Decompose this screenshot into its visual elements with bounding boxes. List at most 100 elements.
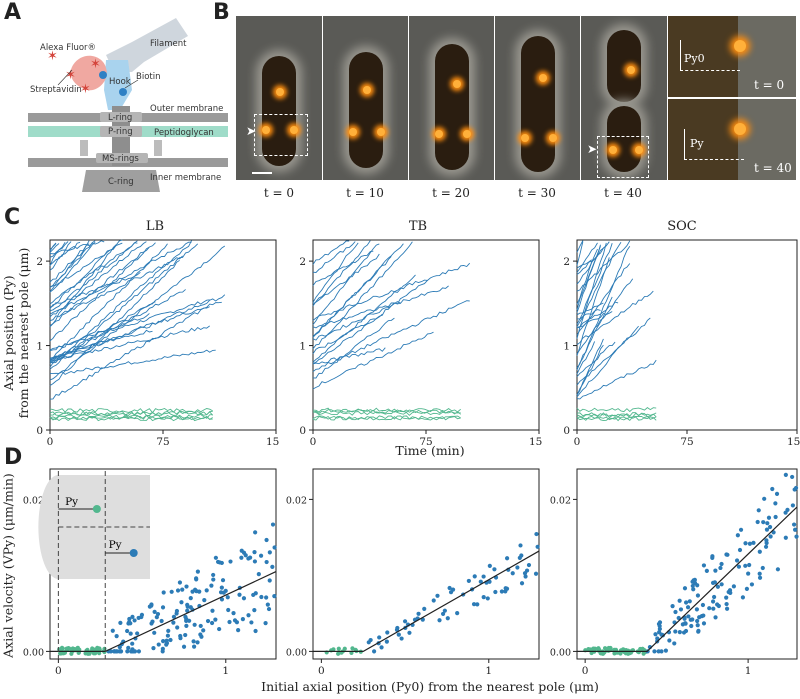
- data-point: [201, 628, 206, 633]
- data-point: [67, 646, 72, 651]
- data-point: [399, 636, 404, 641]
- trajectory-line: [49, 243, 57, 251]
- label-p-ring: P-ring: [108, 127, 133, 137]
- data-point: [126, 645, 131, 650]
- data-point: [191, 639, 196, 644]
- data-point: [774, 491, 780, 497]
- data-point: [266, 606, 272, 612]
- trajectory-line: [576, 263, 631, 336]
- data-point: [239, 555, 244, 560]
- data-point: [719, 561, 724, 567]
- data-point: [510, 571, 515, 576]
- data-point: [656, 621, 662, 627]
- x-tick-label: 150: [529, 436, 543, 446]
- data-point: [130, 641, 135, 646]
- label-filament: Filament: [150, 39, 187, 49]
- data-point: [715, 584, 720, 589]
- trajectory-line: [49, 241, 147, 318]
- data-point: [132, 618, 137, 623]
- data-point: [225, 595, 230, 600]
- data-point: [90, 646, 95, 651]
- data-point: [740, 595, 745, 600]
- data-point: [168, 637, 173, 643]
- trajectory-line: [576, 359, 657, 400]
- flagellum-schematic: ✶ ✶ ✶ ✶ Alexa Fluor® Filament Hook Bioti…: [28, 18, 228, 192]
- trajectory-line: [49, 245, 226, 381]
- data-point: [694, 607, 699, 612]
- data-point: [156, 642, 161, 647]
- frame-label: t = 0: [263, 186, 295, 200]
- data-point: [638, 646, 643, 652]
- data-point: [161, 590, 166, 595]
- data-point: [450, 587, 456, 592]
- hook-shape: [104, 60, 132, 110]
- data-point: [227, 619, 232, 625]
- x-tick-label: 0: [310, 436, 317, 446]
- trajectory-line: [312, 243, 380, 325]
- data-point: [151, 646, 156, 651]
- data-point: [704, 568, 709, 573]
- data-point: [209, 583, 214, 588]
- frame-label: t = 40: [604, 186, 642, 200]
- panel-c-ylabel: Axial position (Py) from the nearest pol…: [1, 247, 31, 419]
- chart-d-lb: 0 1 0.00 0.02 Py Py: [23, 468, 277, 677]
- data-point: [455, 611, 460, 616]
- micrograph-frame-0: ➤: [236, 16, 322, 180]
- data-point: [783, 535, 788, 540]
- data-point: [174, 611, 179, 616]
- data-point: [188, 596, 193, 601]
- data-point: [211, 577, 216, 582]
- trajectory-line: [576, 309, 601, 320]
- data-point: [596, 647, 602, 652]
- data-point: [440, 611, 446, 617]
- data-point: [114, 634, 119, 639]
- panel-c-xlabel: Time (min): [395, 443, 465, 458]
- data-point: [701, 563, 707, 568]
- panel-d-ylabel: Axial velocity (VPy) (μm/min): [0, 473, 16, 658]
- data-point: [184, 584, 189, 589]
- data-point: [737, 547, 743, 553]
- data-point: [471, 602, 477, 607]
- data-point: [713, 568, 718, 573]
- data-point: [657, 630, 662, 635]
- data-point: [445, 616, 450, 621]
- data-point: [183, 632, 188, 638]
- trajectory-line: [312, 279, 428, 364]
- label-biotin: Biotin: [136, 72, 160, 82]
- trajectory-line: [576, 338, 604, 396]
- data-point: [687, 599, 692, 604]
- data-point: [757, 549, 762, 554]
- label-inner-membrane: Inner membrane: [150, 173, 221, 183]
- data-point: [667, 638, 672, 643]
- data-point: [118, 620, 123, 625]
- data-point: [790, 503, 795, 508]
- data-point: [267, 550, 272, 555]
- data-point: [210, 608, 215, 613]
- data-point: [194, 589, 199, 594]
- trajectory-line: [576, 241, 622, 327]
- x-tick-label: 0: [55, 665, 62, 677]
- data-point: [114, 649, 120, 654]
- data-point: [672, 641, 677, 646]
- data-point: [219, 585, 224, 590]
- micrograph-frame-40: ➤: [581, 16, 667, 180]
- trajectory-line: [49, 243, 60, 253]
- frame-label: t = 20: [432, 186, 470, 200]
- c-ring: [82, 170, 160, 192]
- data-point: [218, 590, 224, 595]
- fit-line: [577, 506, 798, 652]
- data-point: [691, 587, 696, 592]
- data-point: [602, 646, 608, 651]
- trajectory-line: [49, 240, 138, 305]
- data-point: [535, 544, 540, 549]
- data-point: [773, 501, 778, 506]
- trajectory-line: [312, 240, 371, 307]
- data-point: [75, 645, 80, 650]
- data-point: [154, 615, 159, 620]
- inset-t40: Py t = 40: [668, 99, 796, 180]
- data-point: [226, 607, 231, 613]
- data-point: [794, 534, 799, 539]
- x-tick-label: 75: [419, 436, 432, 446]
- trajectory-line: [312, 241, 356, 273]
- data-point: [725, 552, 730, 557]
